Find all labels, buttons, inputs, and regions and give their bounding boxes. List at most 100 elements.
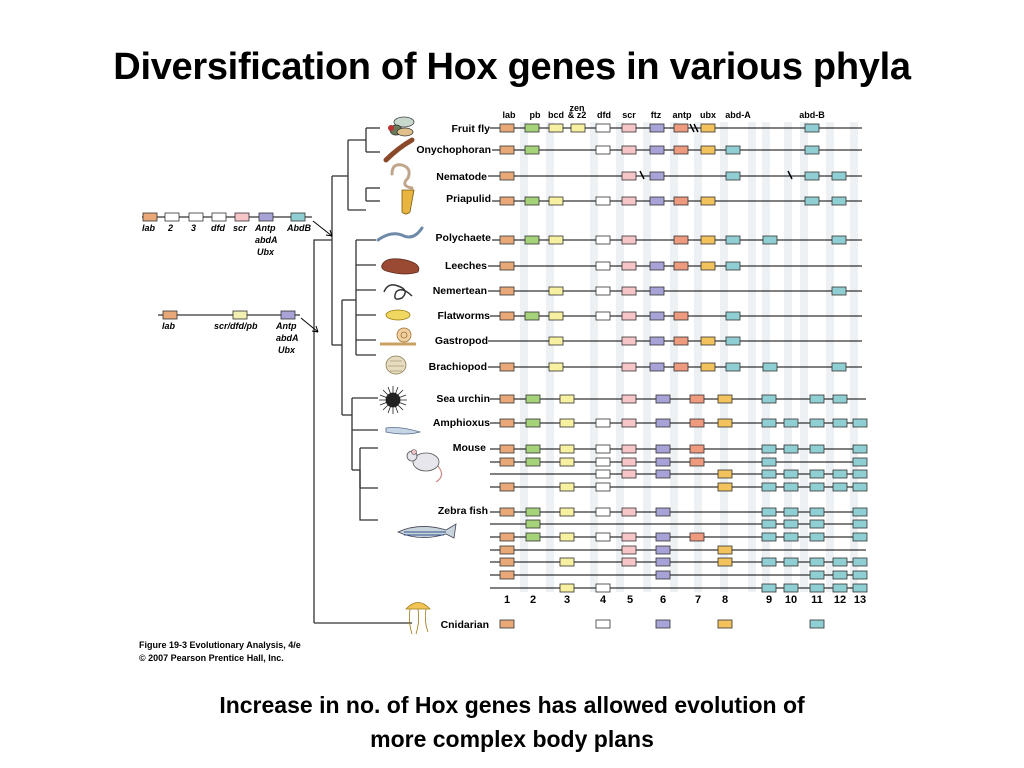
hox-gene-box [655,545,671,555]
hox-gene-box [621,261,637,271]
hox-gene-box [525,418,541,428]
ancestral-cluster-1: lab 2 3 dfd scr Antp AbdB abdA Ubx [142,212,333,257]
hox-gene-box [725,145,741,155]
taxon-label-mouse: Mouse [453,442,486,454]
hox-gene-box [761,482,777,492]
hox-gene-box [649,311,665,321]
column-band [720,122,728,592]
hox-gene-box [852,557,868,567]
hox-gene-box [621,235,637,245]
hox-gene-box [725,336,741,346]
hox-gene-box [649,123,665,133]
anc2-label-ubx: Ubx [278,345,296,355]
column-band [826,122,834,592]
hox-gene-box [673,311,689,321]
ancestral-gene-box [234,212,250,222]
hox-gene-box [621,457,637,467]
caption-line-1: Increase in no. of Hox genes has allowed… [219,692,805,718]
hox-gene-box [525,394,541,404]
hox-gene-box [783,532,799,542]
cluster-break-marks [639,123,793,180]
hox-gene-box [621,311,637,321]
taxon-label-zebra-fish: Zebra fish [438,505,488,517]
figure-credit: Figure 19-3 Evolutionary Analysis, 4/e ©… [139,640,301,663]
hox-gene-box [595,507,611,517]
hox-gene-box [621,145,637,155]
hox-gene-box [655,457,671,467]
hox-gene-box [832,557,848,567]
hox-gene-box [499,123,515,133]
column-number-11: 11 [811,594,823,606]
hox-gene-box [499,235,515,245]
hox-gene-box [700,261,716,271]
hox-gene-box [548,196,564,206]
hox-gene-box [655,570,671,580]
hox-gene-box [809,394,825,404]
hox-gene-box [595,532,611,542]
hox-gene-box [809,619,825,629]
column-number-2: 2 [530,594,536,606]
hox-gene-box [761,418,777,428]
hox-gene-box [700,196,716,206]
hox-gene-box [621,123,637,133]
onychophoran-icon [383,137,415,163]
hox-gene-box [809,482,825,492]
taxon-label-nemertean: Nemertean [433,285,487,297]
caption-line-2: more complex body plans [370,726,654,752]
hox-gene-box [655,469,671,479]
taxon-label-gastropod: Gastropod [435,335,488,347]
hox-gene-box [499,532,515,542]
column-number-4: 4 [600,594,607,606]
hox-gene-box [831,362,847,372]
column-band [850,122,858,592]
hox-gene-box [559,418,575,428]
hox-gene-box [761,583,777,593]
taxon-label-nematode: Nematode [436,171,487,183]
hox-gene-box [649,171,665,181]
taxon-label-leeches: Leeches [445,260,487,272]
figure-credit-line-2: © 2007 Pearson Prentice Hall, Inc. [139,653,284,663]
ancestral-gene-box [188,212,204,222]
anc1-label-scr: scr [233,223,247,233]
ancestral-gene-box [211,212,227,222]
ancestral-cluster-1-boxes [142,212,306,222]
hox-gene-box [559,507,575,517]
column-band [590,122,598,592]
gene-row [490,394,866,404]
gene-row [492,145,862,155]
gene-row [490,583,868,593]
anc1-label-antp: Antp [254,223,276,233]
hox-gene-box [621,196,637,206]
hox-gene-box [621,532,637,542]
hox-gene-box [689,457,705,467]
anc2-label-lab: lab [162,321,176,331]
hox-gene-box [559,583,575,593]
hox-gene-box [595,619,611,629]
ancestral-gene-box [142,212,158,222]
gene-row [490,545,866,555]
hox-gene-box [559,457,575,467]
hox-gene-box [831,171,847,181]
gene-row [490,418,868,428]
hox-gene-box [809,418,825,428]
brachiopod-icon [385,355,407,375]
anc1-label-abdb: AbdB [286,223,311,233]
gene-row [490,457,868,467]
hox-gene-box [700,336,716,346]
hox-gene-box [655,394,671,404]
gene-header-labels: lab pb bcd zen & z2 dfd scr ftz antp ubx… [502,103,825,120]
hox-gene-box [499,196,515,206]
taxon-label-amphioxus: Amphioxus [433,417,490,429]
hox-gene-box [524,196,540,206]
hox-gene-box [725,311,741,321]
hox-gene-box [673,196,689,206]
column-number-10: 10 [785,594,797,606]
hox-gene-box [559,532,575,542]
hox-gene-box [852,532,868,542]
hox-gene-box [761,394,777,404]
header-ubx: ubx [700,110,716,120]
hox-gene-box [700,145,716,155]
hox-gene-box [525,532,541,542]
slide-caption: Increase in no. of Hox genes has allowed… [0,688,1024,756]
